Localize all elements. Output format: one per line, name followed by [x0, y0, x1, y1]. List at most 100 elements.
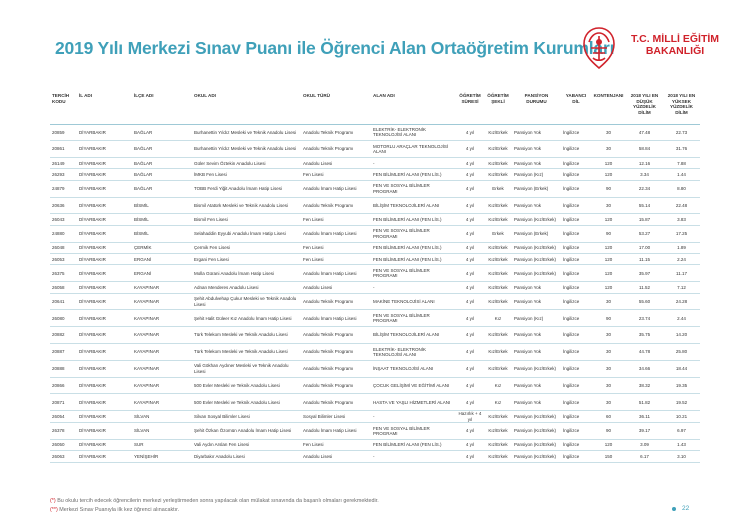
table-cell: Pansiyon (Kız/Erkek)	[512, 253, 561, 266]
table-cell: Fen Lisesi	[301, 242, 371, 255]
table-cell: 500 Evler Mesleki ve Teknik Anadolu Lise…	[192, 393, 301, 412]
table-cell: Şehit Özkan Özomün Anadolu İmam Hatip Li…	[192, 422, 301, 440]
table-cell: Pansiyon Yok	[512, 197, 561, 215]
table-cell: 38.32	[626, 377, 663, 395]
table-cell: 26080	[50, 309, 77, 328]
table-cell: Kız/Erkek	[484, 293, 512, 311]
column-header: ALAN ADI	[371, 93, 456, 125]
schools-table: TERCİH KODU İL ADI İLÇE ADI OKUL ADI OKUL TÜ…	[50, 93, 700, 463]
table-cell: SUR	[132, 439, 192, 452]
table-cell: 4 yıl	[456, 343, 484, 361]
table-cell: 20866	[50, 377, 77, 395]
table-cell: 20861	[50, 140, 77, 159]
table-cell: MOTORLU ARAÇLAR TEKNOLOJİSİ ALANI	[371, 140, 456, 159]
table-cell: 58.84	[626, 140, 663, 159]
table-cell: FEN BİLİMLERİ ALANI (FEN LİS.)	[371, 213, 456, 226]
table-cell: 150	[591, 450, 626, 463]
column-header: OKUL ADI	[192, 93, 301, 125]
table-cell: İMKB Fen Lisesi	[192, 168, 301, 181]
table-cell: Fen Lisesi	[301, 168, 371, 181]
table-cell: 120	[591, 253, 626, 266]
table-cell: 30	[591, 326, 626, 345]
table-cell: 30	[591, 377, 626, 395]
page-number: 22	[682, 505, 690, 512]
table-row: 26054 DİYARBAKIR SİLVAN Silvan Sosyal Bilim…	[50, 410, 700, 424]
table-cell: 22.34	[626, 180, 663, 198]
table-cell: 30	[591, 343, 626, 361]
table-cell: FEN VE SOSYAL BİLİMLER PROGRAMI	[371, 309, 456, 328]
table-cell: İngilizce	[561, 253, 591, 266]
table-cell: 35.75	[626, 326, 663, 345]
table-cell: Anadolu Lisesi	[301, 157, 371, 170]
table-cell: ELEKTRİK- ELEKTRONİK TEKNOLOJİSİ ALANI	[371, 343, 456, 361]
column-header: 2018 YILI EN DÜŞÜK YÜZDELİK DİLİM	[626, 93, 663, 125]
table-cell: Pansiyon Yok	[512, 157, 561, 170]
table-cell: KAYAPINAR	[132, 309, 192, 328]
table-cell: İngilizce	[561, 360, 591, 378]
table-cell: Pansiyon (Kız/Erkek)	[512, 242, 561, 255]
table-cell: İngilizce	[561, 422, 591, 440]
table-cell: İngilizce	[561, 326, 591, 345]
table-cell: Kız/Erkek	[484, 450, 512, 463]
table-cell: BİLİŞİM TEKNOLOJİLERİ ALANI	[371, 197, 456, 215]
table-cell: 1.44	[663, 168, 700, 181]
table-cell: DİYARBAKIR	[77, 450, 132, 463]
table-cell: Pansiyon (Kız/Erkek)	[512, 422, 561, 440]
table-cell: Anadolu İmam Hatip Lisesi	[301, 225, 371, 243]
table-cell: DİYARBAKIR	[77, 197, 132, 215]
table-cell: 24880	[50, 225, 77, 243]
table-cell: 55.14	[626, 197, 663, 215]
footnote-1: (*) Bu okulu tercih edecek öğrencilerin …	[50, 498, 379, 504]
table-cell: Pansiyon (Kız/Erkek)	[512, 410, 561, 424]
table-cell: 6.97	[663, 422, 700, 440]
column-header: PANSİYON DURUMU	[512, 93, 561, 125]
table-cell: DİYARBAKIR	[77, 343, 132, 361]
table-cell: Anadolu Teknik Programı	[301, 393, 371, 412]
table-cell: 47.48	[626, 124, 663, 142]
table-cell: 53.27	[626, 225, 663, 243]
table-cell: İngilizce	[561, 225, 591, 243]
table-cell: 17.25	[663, 225, 700, 243]
table-cell: Anadolu Lisesi	[301, 281, 371, 294]
table-cell: 90	[591, 225, 626, 243]
table-cell: Anadolu Teknik Programı	[301, 293, 371, 311]
table-cell: KAYAPINAR	[132, 281, 192, 294]
table-cell: Anadolu Teknik Programı	[301, 140, 371, 159]
table-cell: DİYARBAKIR	[77, 393, 132, 412]
table-cell: MAKİNE TEKNOLOJİSİ ALANI	[371, 293, 456, 311]
table-cell: Anadolu Teknik Programı	[301, 360, 371, 378]
table-row: 26063 DİYARBAKIR YENİŞEHİR Diyarbakır Anado…	[50, 450, 700, 463]
table-cell: 24.28	[663, 293, 700, 311]
table-cell: Molla Gürani Anadolu İmam Hatip Lisesi	[192, 264, 301, 283]
table-cell: 3.34	[626, 168, 663, 181]
table-cell: İngilizce	[561, 439, 591, 452]
table-cell: İngilizce	[561, 450, 591, 463]
table-cell: 19.35	[663, 377, 700, 395]
table-cell: İngilizce	[561, 140, 591, 159]
table-cell: Kız/Erkek	[484, 439, 512, 452]
table-cell: 4 yıl	[456, 326, 484, 345]
table-row: 26058 DİYARBAKIR KAYAPINAR Adnan Menderes A…	[50, 281, 700, 294]
table-cell: FEN BİLİMLERİ ALANI (FEN LİS.)	[371, 253, 456, 266]
table-row: 20641 DİYARBAKIR KAYAPINAR Şehit Abdulvehap…	[50, 293, 700, 311]
table-cell: 30	[591, 293, 626, 311]
table-cell: DİYARBAKIR	[77, 264, 132, 283]
table-cell: BİSMİL	[132, 225, 192, 243]
table-cell: 26293	[50, 168, 77, 181]
table-cell: Pansiyon Yok	[512, 377, 561, 395]
table-cell: Pansiyon (Kız)	[512, 309, 561, 328]
table-cell: Türk Telekom Mesleki ve Teknik Anadolu L…	[192, 343, 301, 361]
table-cell: 4 yıl	[456, 168, 484, 181]
table-row: 20866 DİYARBAKIR KAYAPINAR 500 Evler Meslek…	[50, 377, 700, 395]
table-cell: BAĞLAR	[132, 168, 192, 181]
table-cell: 25.80	[663, 343, 700, 361]
column-header: OKUL TÜRÜ	[301, 93, 371, 125]
table-cell: Fen Lisesi	[301, 439, 371, 452]
table-cell: Pansiyon (Kız/Erkek)	[512, 450, 561, 463]
table-cell: Bismil Fen Lisesi	[192, 213, 301, 226]
table-cell: Pansiyon Yok	[512, 293, 561, 311]
table-cell: Ergani Fen Lisesi	[192, 253, 301, 266]
table-cell: -	[371, 410, 456, 424]
table-cell: Kız	[484, 309, 512, 328]
column-header: 2018 YILI EN YÜKSEK YÜZDELİK DİLİM	[663, 93, 700, 125]
